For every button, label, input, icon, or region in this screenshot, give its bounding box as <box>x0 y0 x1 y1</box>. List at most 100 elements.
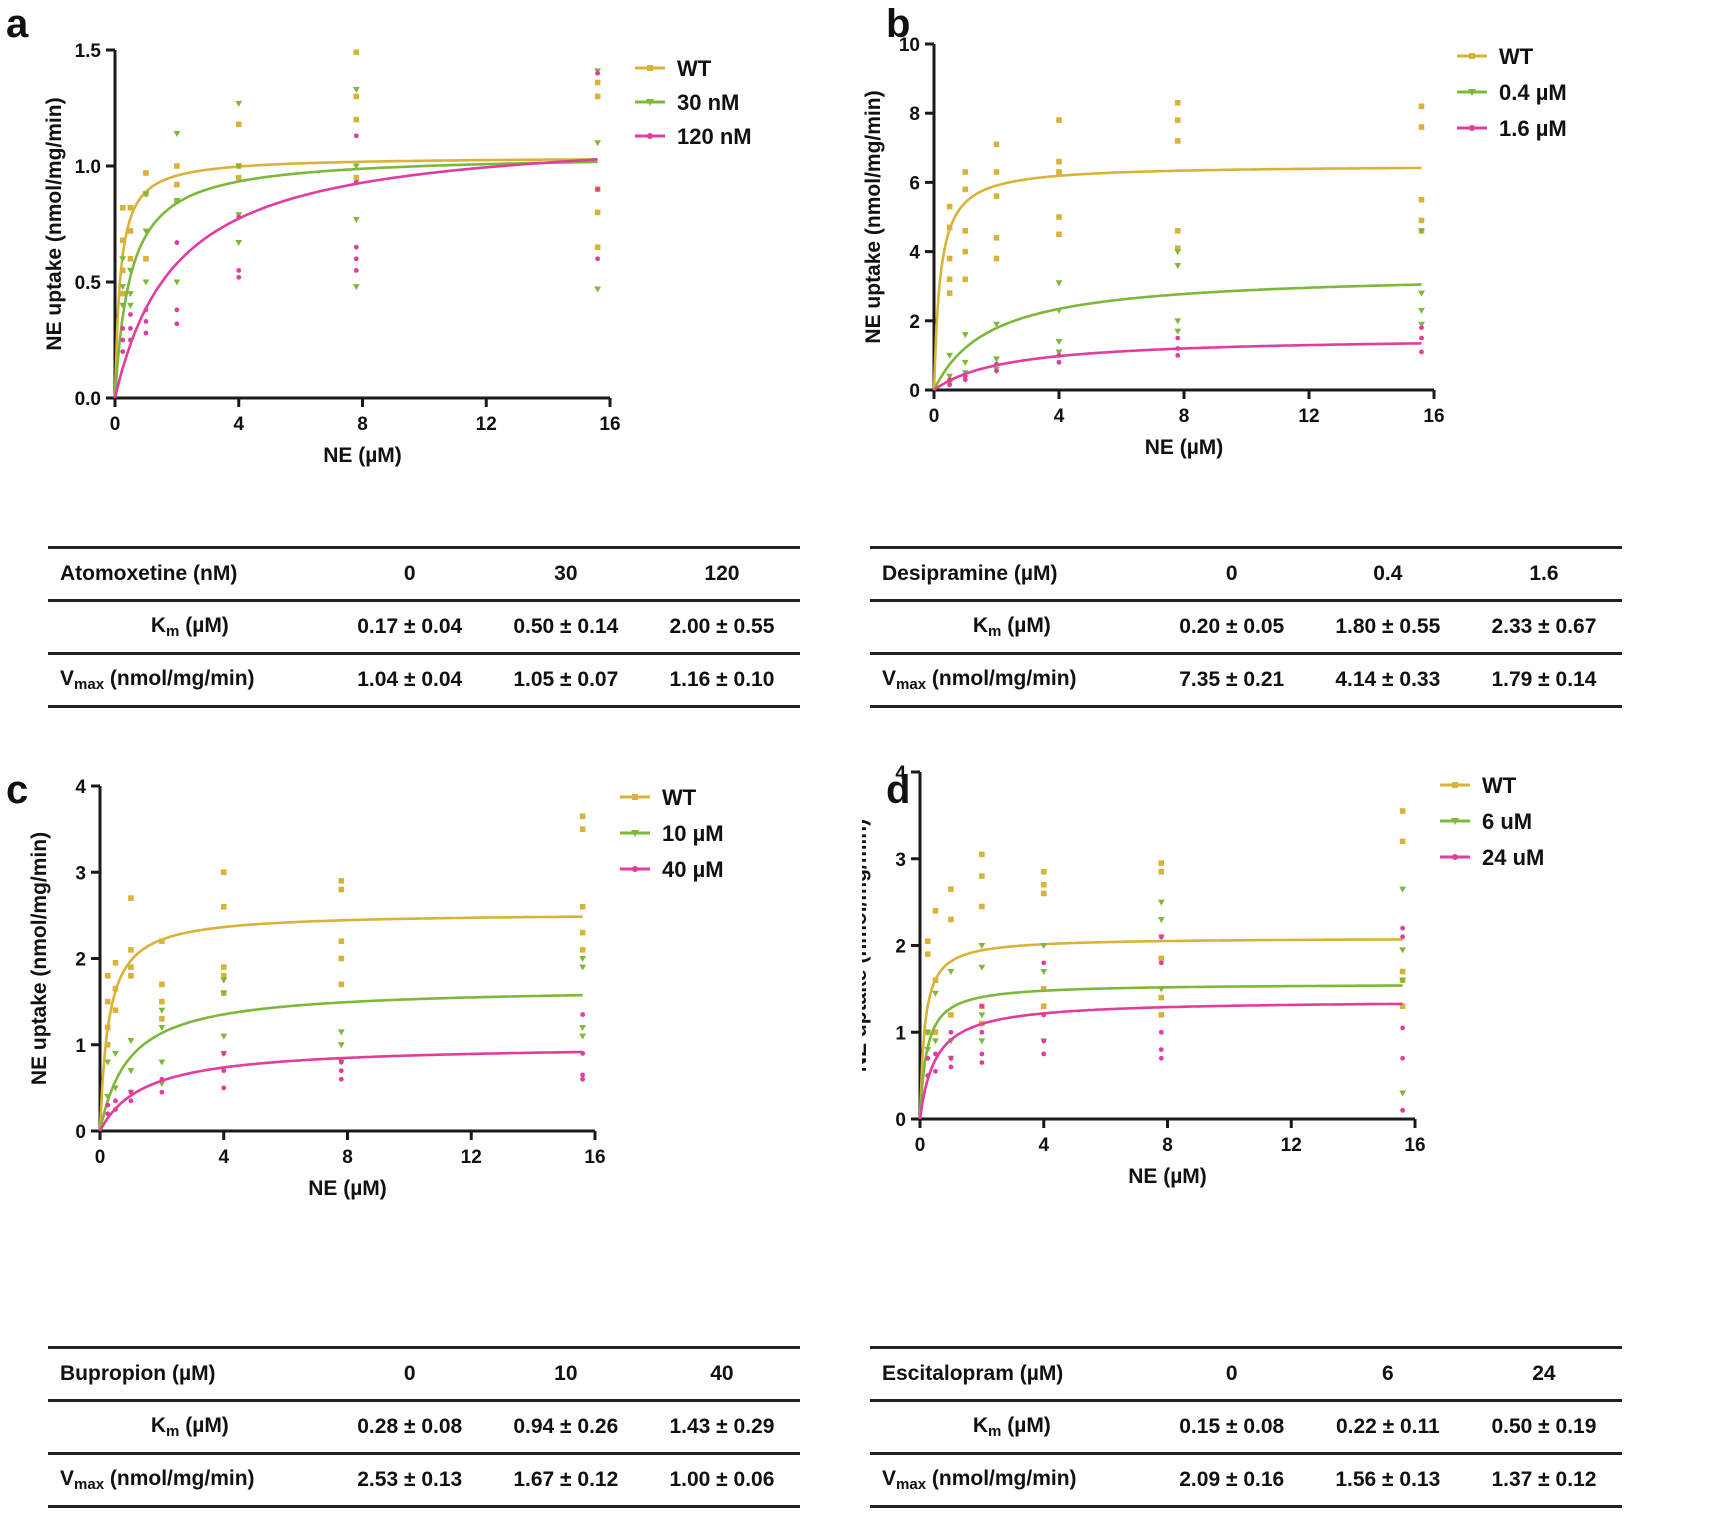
data-point <box>925 1055 931 1061</box>
data-point <box>1040 969 1048 976</box>
data-point <box>579 929 586 936</box>
data-point <box>353 179 359 185</box>
x-axis-label: NE (µM) <box>1128 1165 1207 1188</box>
kinetics-table-a: Atomoxetine (nM) 0 30 120 Km (µM) 0.17 ±… <box>48 546 800 708</box>
data-point <box>1040 868 1047 875</box>
data-point <box>128 964 134 970</box>
data-point <box>580 1012 586 1017</box>
data-point <box>947 377 953 383</box>
data-point <box>353 268 359 273</box>
y-tick-label: 0.0 <box>75 389 101 410</box>
x-tick-label: 8 <box>1162 1135 1173 1156</box>
data-point <box>1056 158 1062 165</box>
data-point <box>159 998 165 1005</box>
data-point <box>1418 196 1425 203</box>
y-tick-label: 6 <box>909 173 920 194</box>
data-point <box>235 163 243 170</box>
data-point <box>595 256 601 262</box>
conc-1: 30 <box>487 546 644 602</box>
x-tick-label: 12 <box>461 1147 482 1168</box>
y-tick-label: 1.5 <box>75 41 102 62</box>
data-point <box>352 284 360 291</box>
data-point <box>159 1016 165 1022</box>
data-point <box>1418 124 1425 130</box>
legend-label: 30 nM <box>677 90 739 115</box>
data-point <box>120 337 126 343</box>
data-point <box>353 244 359 250</box>
legend-label: WT <box>1499 44 1534 69</box>
data-point <box>993 255 1000 262</box>
x-tick-label: 16 <box>1423 406 1444 427</box>
vmax-value: 1.16 ± 0.10 <box>643 653 800 708</box>
data-point <box>352 86 360 93</box>
y-tick-label: 4 <box>909 243 920 264</box>
data-point <box>119 237 126 244</box>
data-point <box>925 1073 931 1079</box>
data-point <box>1399 968 1406 975</box>
data-point <box>127 267 134 274</box>
data-point <box>221 1085 227 1091</box>
legend-marker <box>1451 818 1459 825</box>
data-point <box>993 356 1000 363</box>
data-point <box>993 141 1000 148</box>
x-axis-label: NE (µM) <box>323 444 402 467</box>
km-value: 2.33 ± 0.67 <box>1465 600 1622 655</box>
conc-2: 1.6 <box>1465 546 1622 602</box>
table-header-row: Bupropion (µM) 0 10 40 <box>48 1346 800 1402</box>
data-point <box>1418 321 1425 328</box>
drug-label: Bupropion (µM) <box>48 1346 332 1402</box>
kinetics-table-d: Escitalopram (µM) 0 6 24 Km (µM) 0.15 ± … <box>870 1346 1622 1508</box>
y-tick-label: 10 <box>899 35 920 56</box>
data-point <box>962 377 968 383</box>
x-tick-label: 12 <box>476 414 497 435</box>
data-point <box>127 228 134 234</box>
y-tick-label: 1 <box>895 1023 906 1044</box>
data-point <box>579 964 587 971</box>
data-point <box>159 1076 165 1082</box>
legend-label: WT <box>677 56 712 81</box>
data-point <box>174 163 180 169</box>
data-point <box>580 1050 586 1056</box>
data-point <box>220 869 227 876</box>
data-point <box>143 319 149 324</box>
panel-letter: a <box>6 2 29 46</box>
data-point <box>932 977 939 983</box>
data-point <box>128 895 134 901</box>
table-header-row: Desipramine (µM) 0 0.4 1.6 <box>870 546 1622 602</box>
data-point <box>337 1042 345 1049</box>
data-point <box>1158 1029 1164 1035</box>
data-point <box>235 240 243 247</box>
data-point <box>104 998 111 1005</box>
data-point <box>1174 318 1182 325</box>
data-point <box>143 256 149 262</box>
data-point <box>1174 117 1181 123</box>
data-point <box>946 203 953 210</box>
kinetics-table-b: Desipramine (µM) 0 0.4 1.6 Km (µM) 0.20 … <box>870 546 1622 708</box>
vmax-label: Vmax (nmol/mg/min) <box>870 1453 1154 1508</box>
data-point <box>112 960 119 966</box>
data-point <box>338 938 345 945</box>
legend-marker <box>1452 854 1458 860</box>
legend-label: WT <box>662 785 697 810</box>
data-point <box>143 307 149 313</box>
data-point <box>594 286 602 293</box>
conc-2: 24 <box>1465 1346 1622 1402</box>
data-point <box>221 1068 227 1074</box>
x-tick-label: 16 <box>584 1147 605 1168</box>
data-point <box>1056 353 1062 358</box>
vmax-value: 1.56 ± 0.13 <box>1309 1453 1466 1508</box>
km-value: 1.80 ± 0.55 <box>1309 600 1466 655</box>
data-point <box>579 947 586 953</box>
data-point <box>924 951 931 957</box>
data-point <box>1055 349 1063 356</box>
vmax-label: Vmax (nmol/mg/min) <box>48 1453 332 1508</box>
table-header-row: Escitalopram (µM) 0 6 24 <box>870 1346 1622 1402</box>
data-point <box>594 93 601 100</box>
data-point <box>112 1050 119 1057</box>
data-point <box>948 886 954 892</box>
data-point <box>127 302 134 309</box>
data-point <box>1041 1038 1047 1044</box>
legend-marker <box>1469 125 1475 131</box>
conc-0: 0 <box>1153 1346 1310 1402</box>
